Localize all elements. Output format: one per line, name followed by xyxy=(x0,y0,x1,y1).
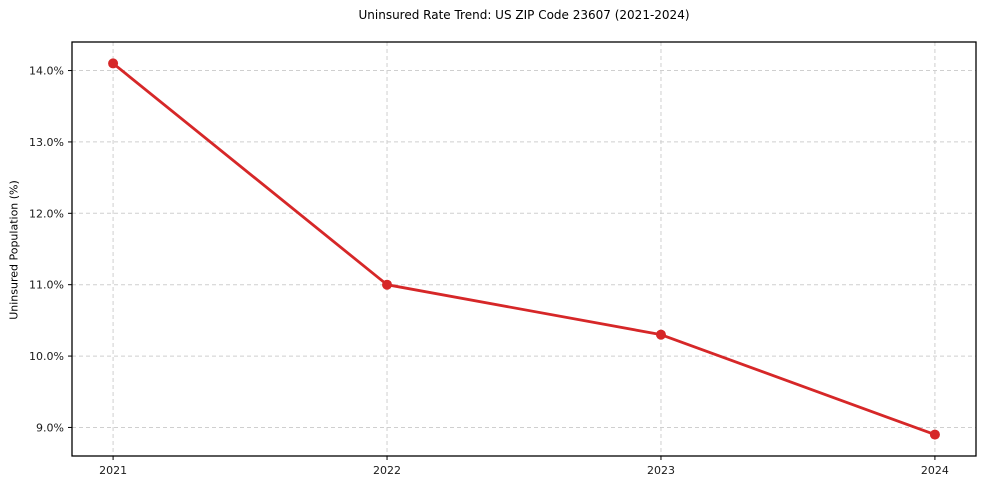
x-tick-label: 2021 xyxy=(99,464,127,477)
y-tick-label: 14.0% xyxy=(29,65,64,78)
plot-border xyxy=(71,41,977,457)
x-tick-label: 2022 xyxy=(373,464,401,477)
y-tick-label: 12.0% xyxy=(29,207,64,220)
data-point-marker xyxy=(655,329,666,340)
y-tick-label: 11.0% xyxy=(29,279,64,292)
x-tick-label: 2024 xyxy=(921,464,949,477)
x-tick-label: 2023 xyxy=(647,464,675,477)
data-point-marker xyxy=(382,279,393,290)
data-point-marker xyxy=(108,58,119,69)
data-point-marker xyxy=(929,429,940,440)
y-tick-label: 10.0% xyxy=(29,350,64,363)
y-tick-label: 9.0% xyxy=(36,421,64,434)
trend-line xyxy=(111,62,937,436)
chart-title: Uninsured Rate Trend: US ZIP Code 23607 … xyxy=(358,8,690,22)
y-tick-label: 13.0% xyxy=(29,136,64,149)
